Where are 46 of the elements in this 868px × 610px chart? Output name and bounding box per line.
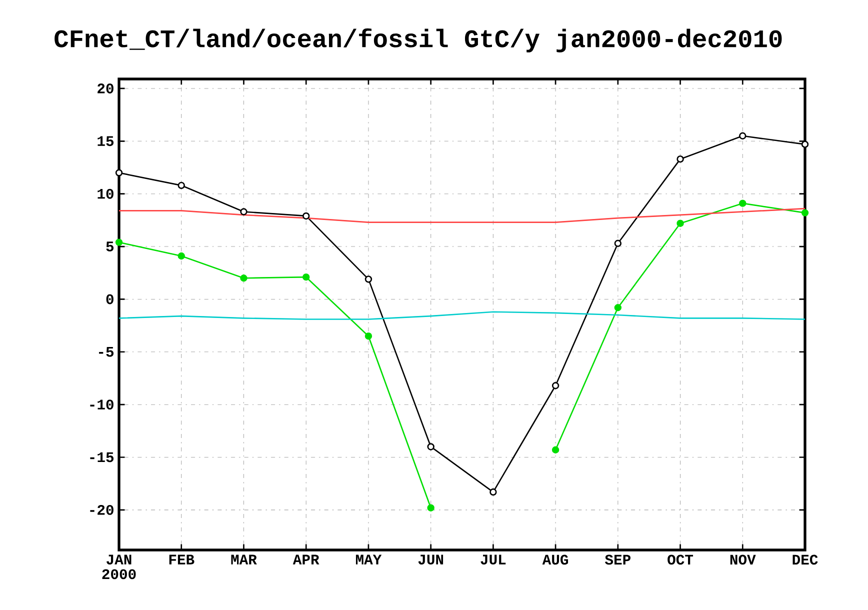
- point: [490, 488, 497, 496]
- point: [614, 240, 622, 247]
- chart-title: CFnet_CT/land/ocean/fossil GtC/y jan2000-dec2010: [54, 28, 782, 52]
- y-tick-label: 0: [106, 294, 114, 304]
- x-tick-label: OCT: [668, 554, 694, 565]
- x-tick-label: AUG: [542, 554, 568, 565]
- point: [676, 155, 684, 163]
- point: [364, 332, 372, 340]
- y-tick-label: 5: [106, 242, 114, 252]
- point: [801, 140, 809, 148]
- point: [115, 169, 123, 176]
- point: [427, 443, 434, 450]
- point: [552, 446, 560, 454]
- point: [427, 504, 434, 512]
- x-tick-label: JUN: [418, 554, 444, 565]
- x-tick-label: SEP: [604, 554, 630, 565]
- x-tick-label: MAR: [231, 554, 257, 564]
- y-tick-label: -5: [99, 346, 114, 357]
- x-tick-label: JUL: [480, 554, 506, 565]
- x-tick-label: MAY: [356, 554, 382, 564]
- y-tick-label: -15: [90, 452, 114, 462]
- point: [240, 274, 248, 282]
- x-tick-label: JAN 2000: [102, 554, 136, 580]
- point: [364, 276, 372, 283]
- y-tick-label: 10: [98, 188, 114, 199]
- point: [739, 200, 746, 207]
- point: [552, 382, 560, 390]
- point: [178, 252, 185, 260]
- x-tick-label: FEB: [169, 554, 194, 564]
- point: [240, 208, 248, 216]
- point: [302, 273, 310, 281]
- point: [178, 182, 185, 190]
- y-tick-label: 20: [98, 84, 114, 94]
- point: [115, 238, 123, 246]
- point: [676, 220, 684, 227]
- point: [801, 209, 809, 216]
- point: [302, 212, 310, 220]
- point: [739, 132, 746, 140]
- line-series: [119, 311, 805, 320]
- y-tick-label: -10: [90, 400, 114, 410]
- x-tick-label: NOV: [730, 554, 756, 565]
- x-tick-label: DEC: [792, 554, 818, 565]
- y-tick-label: 15: [98, 136, 114, 146]
- point: [614, 304, 622, 312]
- x-tick-label: APR: [292, 554, 320, 564]
- y-tick-label: -20: [90, 504, 114, 515]
